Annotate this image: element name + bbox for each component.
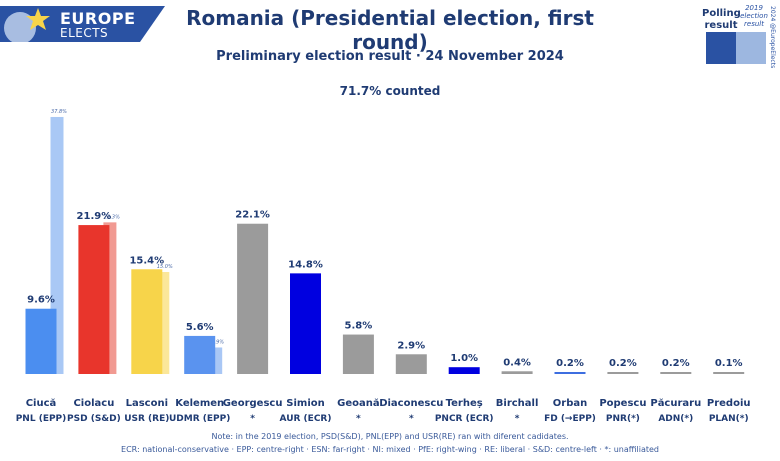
candidate-label-1: Ciucă: [26, 398, 57, 409]
legend-current-label: Polling result: [702, 8, 741, 31]
bar-value-label-10: 0.4%: [503, 357, 531, 368]
bar-value-label-14: 0.1%: [715, 358, 743, 369]
party-label-6: AUR (ECR): [280, 414, 332, 424]
party-label-5: *: [250, 414, 255, 424]
candidate-label-9: Terheș: [446, 398, 483, 409]
party-label-14: PLAN(*): [709, 414, 749, 424]
bar-10: [501, 371, 533, 374]
party-label-9: PNCR (ECR): [435, 414, 494, 424]
bar-value-label-3: 15.4%: [129, 255, 164, 266]
bar-7: [342, 334, 374, 374]
bar-13: [660, 372, 692, 374]
candidate-label-5: Georgescu: [223, 398, 283, 409]
legend-previous-label: 2019 election result: [740, 4, 768, 28]
candidate-label-7: Geoană: [337, 398, 379, 409]
bar-value-label-13: 0.2%: [662, 358, 690, 369]
bar-value-label-1: 9.6%: [27, 295, 55, 306]
bar-2019-label-4: 3.9%: [211, 339, 224, 345]
bar-value-label-7: 5.8%: [345, 321, 373, 332]
legend: Polling result 2019 election result 2024…: [700, 2, 780, 68]
bar-value-label-4: 5.6%: [186, 322, 214, 333]
bar-value-label-9: 1.0%: [450, 353, 478, 364]
bar-value-label-2: 21.9%: [77, 211, 112, 222]
bar-11: [554, 372, 586, 374]
candidate-label-2: Ciolacu: [73, 398, 114, 409]
party-label-13: ADN(*): [658, 414, 693, 424]
party-label-12: PNR(*): [606, 414, 640, 424]
bar-value-label-11: 0.2%: [556, 358, 584, 369]
candidate-label-11: Orban: [553, 398, 587, 409]
party-label-7: *: [356, 414, 361, 424]
bar-value-label-6: 14.8%: [288, 259, 323, 270]
party-label-1: PNL (EPP): [16, 414, 67, 424]
logo-text-elects: ELECTS: [60, 26, 109, 40]
bar-9: [448, 367, 480, 374]
logo-text-europe: EUROPE: [60, 9, 136, 28]
candidate-label-3: Lasconi: [126, 398, 168, 409]
candidate-label-12: Popescu: [599, 398, 646, 409]
bar-8: [395, 354, 427, 374]
counted-status: 71.7% counted: [339, 84, 441, 98]
party-label-4: UDMR (EPP): [169, 414, 230, 424]
footnote-2019: Note: in the 2019 election, PSD(S&D), PN…: [211, 432, 569, 441]
candidate-label-10: Birchall: [496, 398, 539, 409]
footnote-groups: ECR: national-conservative · EPP: centre…: [121, 445, 659, 454]
candidate-label-8: Diaconescu: [379, 398, 443, 409]
bar-6: [290, 273, 321, 374]
bar-2019-label-2: 22.3%: [104, 214, 120, 220]
chart-title: Romania (Presidential election, first ro…: [186, 6, 594, 54]
bar-14: [713, 372, 745, 374]
bar-value-label-8: 2.9%: [397, 340, 425, 351]
legend-current-swatch: [706, 32, 736, 64]
candidate-label-14: Predoiu: [707, 398, 751, 409]
legend-previous-swatch: [736, 32, 766, 64]
party-label-3: USR (RE): [124, 414, 169, 424]
party-label-8: *: [409, 414, 414, 424]
bar-2: [78, 225, 110, 374]
bar-2019-label-3: 15.0%: [157, 264, 173, 270]
bar-value-label-5: 22.1%: [235, 210, 270, 221]
party-label-10: *: [515, 414, 520, 424]
bar-3: [131, 269, 163, 374]
bar-1: [25, 308, 57, 374]
europe-elects-logo: EUROPE ELECTS: [0, 6, 165, 42]
candidate-label-6: Simion: [286, 398, 324, 409]
bar-12: [607, 372, 639, 374]
party-label-11: FD (→EPP): [544, 414, 596, 424]
bar-2019-label-1: 37.8%: [51, 109, 67, 115]
bar-4: [184, 335, 216, 374]
candidate-label-13: Păcuraru: [650, 398, 701, 409]
party-label-2: PSD (S&D): [67, 414, 121, 424]
bar-5: [237, 223, 269, 374]
candidate-label-4: Kelemen: [175, 398, 224, 409]
chart-subtitle: Preliminary election result · 24 Novembe…: [216, 49, 564, 64]
bar-value-label-12: 0.2%: [609, 358, 637, 369]
